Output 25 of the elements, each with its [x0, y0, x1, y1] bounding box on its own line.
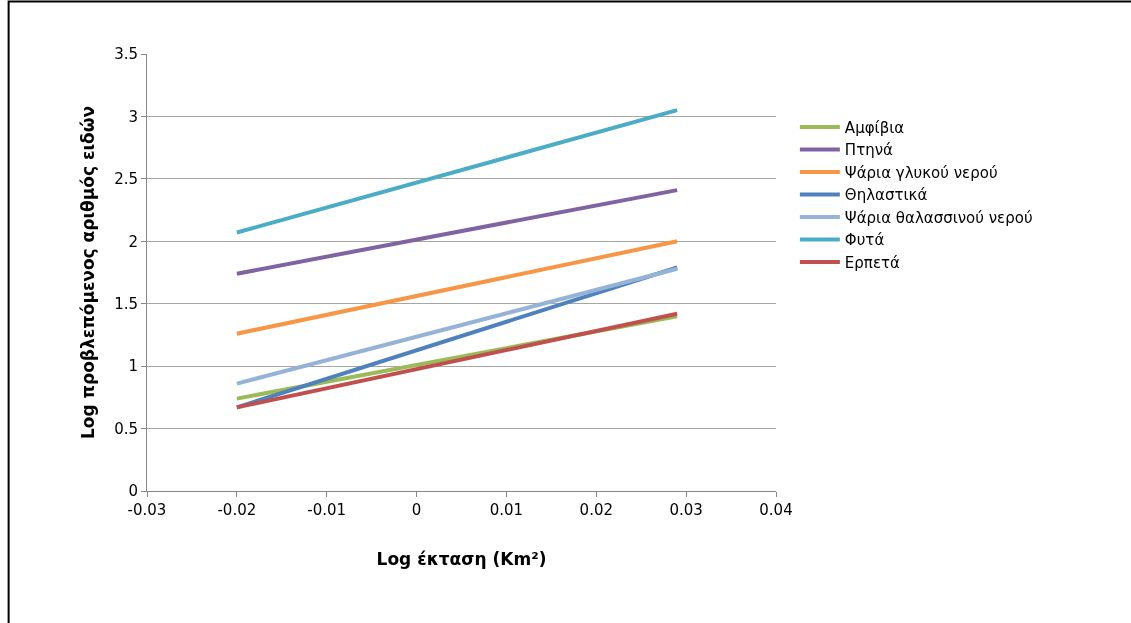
y-tick-label: 1.5 — [114, 294, 138, 313]
y-tick-label: 3 — [128, 107, 138, 126]
legend-label: Πτηνά — [844, 141, 894, 160]
y-tick-label: 0.5 — [114, 419, 138, 438]
x-tick-label: 0.03 — [669, 501, 703, 519]
x-tick-label: 0.01 — [489, 501, 524, 519]
y-tick-label: 2.5 — [114, 170, 138, 189]
y-axis-title: Log προβλεπόμενος αριθμός ειδών — [77, 105, 98, 440]
y-tick-label: 0 — [128, 482, 138, 501]
y-tick-label: 3.5 — [114, 45, 138, 64]
x-tick-label: -0.03 — [127, 501, 167, 519]
legend-label: Θηλαστικά — [844, 186, 928, 205]
x-tick-label: 0.02 — [579, 501, 613, 519]
legend-label: Ψάρια θαλασσινού νερού — [844, 208, 1033, 227]
y-tick-label: 2 — [128, 232, 138, 251]
y-tick-label: 1 — [128, 357, 138, 376]
legend-label: Φυτά — [844, 231, 885, 250]
x-tick-label: 0.04 — [759, 501, 793, 519]
x-tick-label: 0 — [411, 501, 422, 519]
x-tick-label: -0.01 — [307, 501, 347, 519]
legend-label: Ψάρια γλυκού νερού — [844, 163, 998, 182]
legend-label: Αμφίβια — [844, 118, 905, 137]
legend-label: Ερπετά — [844, 253, 901, 272]
x-axis-title: Log έκταση (Km²) — [376, 549, 547, 570]
x-tick-label: -0.02 — [217, 501, 257, 519]
